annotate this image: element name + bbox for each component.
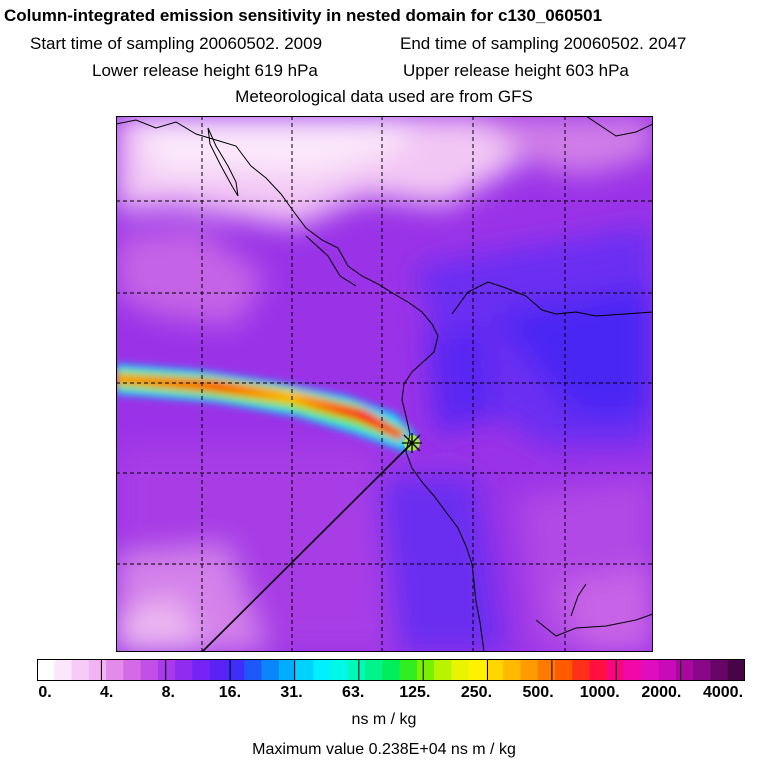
colorbar-segment bbox=[555, 659, 573, 681]
sensitivity-map bbox=[116, 116, 653, 652]
colorbar-label: 4. bbox=[99, 684, 114, 701]
colorbar-label: 2000. bbox=[641, 684, 682, 701]
colorbar bbox=[37, 659, 745, 681]
trajectory-line bbox=[201, 442, 413, 652]
colorbar-segment bbox=[658, 659, 677, 681]
colorbar-border bbox=[37, 659, 745, 681]
colorbar-label: 16. bbox=[218, 684, 242, 701]
maximum-value: Maximum value 0.238E+04 ns m / kg bbox=[252, 741, 516, 758]
colorbar-label: 0. bbox=[38, 684, 52, 701]
colorbar-segment bbox=[313, 659, 332, 681]
release-point bbox=[402, 433, 422, 453]
colorbar-segment bbox=[399, 659, 418, 681]
colorbar-segment bbox=[606, 659, 625, 681]
colorbar-label: 125. bbox=[399, 684, 431, 701]
colorbar-segment bbox=[710, 659, 729, 681]
colorbar-segment bbox=[278, 659, 297, 681]
colorbar-label: 63. bbox=[342, 684, 365, 701]
met-data-note: Meteorological data used are from GFS bbox=[235, 87, 533, 106]
colorbar-label: 250. bbox=[460, 684, 493, 701]
colorbar-segment bbox=[365, 659, 383, 681]
colorbar-segment bbox=[175, 659, 193, 681]
colorbar-units: ns m / kg bbox=[351, 711, 417, 728]
colorbar-segment bbox=[192, 659, 211, 681]
colorbar-segment bbox=[54, 659, 73, 681]
upper-release-height: Upper release height 603 hPa bbox=[403, 61, 629, 80]
colorbar-segment bbox=[106, 659, 124, 681]
colorbar-label: 4000. bbox=[702, 684, 744, 701]
colorbar-segment bbox=[468, 659, 487, 681]
start-time: Start time of sampling 20060502. 2009 bbox=[30, 34, 323, 53]
colorbar-segment bbox=[123, 659, 142, 681]
colorbar-label: 31. bbox=[280, 684, 303, 701]
lat-lon-grid bbox=[116, 116, 653, 652]
colorbar-segment bbox=[347, 659, 366, 681]
coastline bbox=[116, 116, 653, 652]
colorbar-segment bbox=[727, 659, 745, 681]
colorbar-segment bbox=[434, 659, 452, 681]
colorbar-segment bbox=[485, 659, 504, 681]
colorbar-segment bbox=[382, 659, 401, 681]
colorbar-segment bbox=[693, 659, 711, 681]
colorbar-label: 8. bbox=[161, 684, 175, 701]
colorbar-segment bbox=[503, 659, 522, 681]
colorbar-segment bbox=[520, 659, 539, 681]
plot-title: Column-integrated emission sensitivity i… bbox=[4, 6, 603, 25]
colorbar-segment bbox=[244, 659, 262, 681]
colorbar-segment bbox=[641, 659, 660, 681]
colorbar-segment bbox=[451, 659, 470, 681]
colorbar-segment bbox=[416, 659, 435, 681]
colorbar-segment bbox=[537, 659, 556, 681]
colorbar-label: 1000. bbox=[579, 684, 620, 701]
colorbar-segment bbox=[157, 659, 176, 681]
colorbar-label: 500. bbox=[522, 684, 554, 701]
colorbar-segment bbox=[572, 659, 591, 681]
colorbar-segment bbox=[296, 659, 314, 681]
colorbar-segment bbox=[226, 659, 245, 681]
colorbar-segment bbox=[71, 659, 90, 681]
lower-release-height: Lower release height 619 hPa bbox=[92, 61, 318, 80]
colorbar-segment bbox=[140, 659, 159, 681]
colorbar-segment bbox=[37, 659, 55, 681]
colorbar-segment bbox=[330, 659, 349, 681]
colorbar-segment bbox=[261, 659, 280, 681]
colorbar-segment bbox=[624, 659, 642, 681]
end-time: End time of sampling 20060502. 2047 bbox=[400, 34, 687, 53]
colorbar-segment bbox=[589, 659, 608, 681]
colorbar-segment bbox=[675, 659, 694, 681]
colorbar-segment bbox=[88, 659, 107, 681]
colorbar-segment bbox=[209, 659, 228, 681]
